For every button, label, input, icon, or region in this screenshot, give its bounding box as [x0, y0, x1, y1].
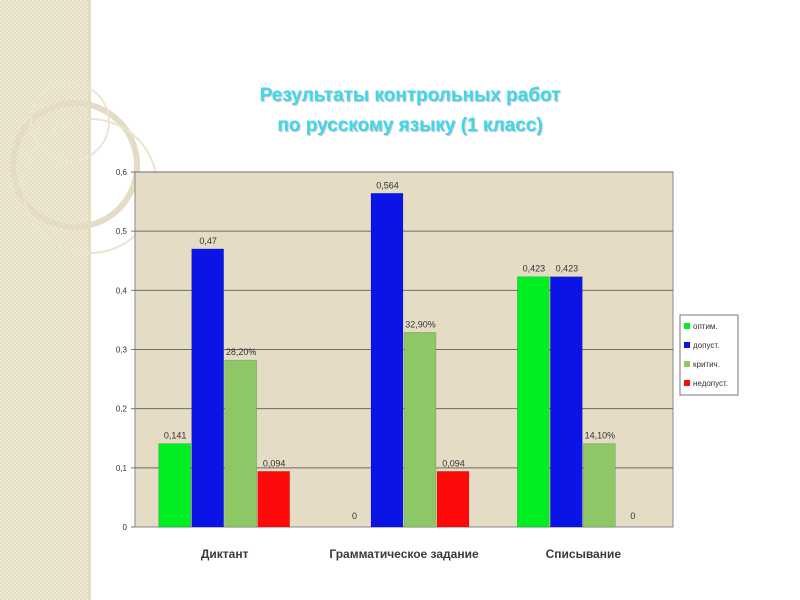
legend-swatch	[684, 361, 690, 367]
y-tick-label: 0	[123, 523, 128, 532]
x-category-label: Грамматическое задание	[329, 547, 479, 561]
bar	[436, 471, 470, 528]
bar	[550, 276, 583, 528]
data-label: 0,423	[556, 264, 579, 274]
y-tick-label: 0,5	[116, 227, 128, 236]
data-label: 0	[352, 511, 357, 521]
legend-label: оптим.	[693, 322, 718, 331]
bar	[583, 443, 616, 528]
y-tick-label: 0,1	[116, 464, 128, 473]
data-label: 0,47	[199, 236, 217, 246]
y-tick-label: 0,2	[116, 405, 128, 414]
legend-swatch	[684, 380, 690, 386]
legend-label: недопуст.	[693, 379, 728, 388]
bar	[158, 443, 191, 528]
data-label: 0,094	[442, 458, 465, 468]
decorative-ring	[30, 82, 110, 162]
bar	[191, 248, 224, 528]
x-category-label: Списывание	[546, 547, 622, 561]
slide-title-line-1: Результаты контрольных работ	[259, 85, 561, 106]
bar	[224, 359, 257, 528]
data-label: 0,423	[523, 264, 546, 274]
data-label: 28,20%	[226, 347, 257, 357]
legend-swatch	[684, 323, 690, 329]
bar	[403, 332, 437, 528]
x-category-label: Диктант	[201, 547, 249, 561]
data-label: 0,094	[263, 458, 286, 468]
data-label: 0	[630, 511, 635, 521]
data-label: 0,141	[164, 431, 187, 441]
y-tick-label: 0,6	[116, 168, 128, 177]
legend-label: допуст.	[693, 341, 719, 350]
data-label: 32,90%	[405, 319, 436, 329]
bar	[257, 471, 290, 528]
data-label: 14,10%	[585, 431, 616, 441]
y-tick-label: 0,3	[116, 346, 128, 355]
bar	[517, 276, 550, 528]
data-label: 0,564	[376, 180, 399, 190]
y-tick-label: 0,4	[116, 286, 128, 295]
bar	[370, 193, 404, 528]
slide-title-line-2: по русскому языку (1 класс)	[277, 115, 543, 136]
decorative-divider	[88, 0, 91, 600]
legend-swatch	[684, 342, 690, 348]
legend-label: критич.	[693, 360, 720, 369]
